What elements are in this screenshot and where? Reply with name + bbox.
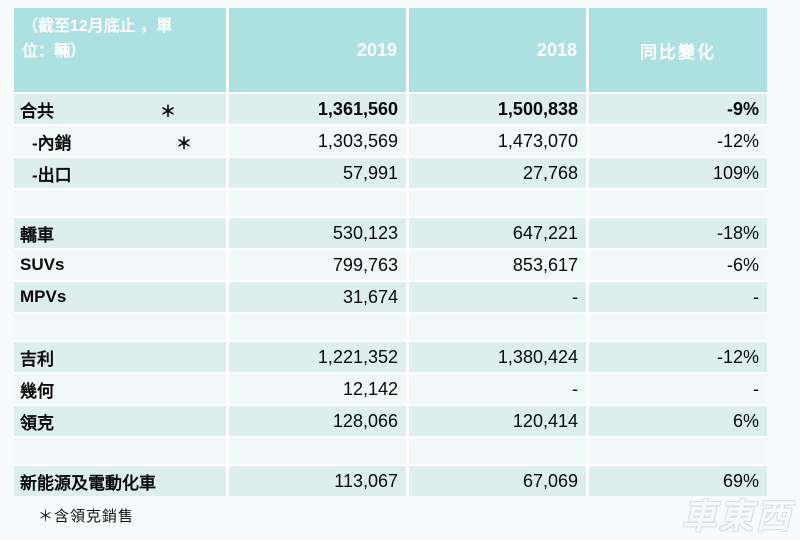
spacer-cell xyxy=(229,190,406,216)
asterisk-marker: ＊ xyxy=(176,136,193,153)
value-change: -18% xyxy=(589,218,767,248)
table-header-2018: 2018 xyxy=(409,8,586,92)
value-2018: - xyxy=(409,282,586,312)
spacer-cell xyxy=(589,314,767,340)
row-label: 轎車 xyxy=(14,218,226,248)
value-2019: 1,361,560 xyxy=(229,94,406,124)
spacer-cell xyxy=(14,314,226,340)
table-header-change: 同比變化 xyxy=(589,8,767,92)
value-2018: 1,473,070 xyxy=(409,126,586,156)
value-2019: 799,763 xyxy=(229,250,406,280)
value-2018: 647,221 xyxy=(409,218,586,248)
spacer-cell xyxy=(229,314,406,340)
spacer-cell xyxy=(14,190,226,216)
value-change: - xyxy=(589,374,767,404)
value-change: -9% xyxy=(589,94,767,124)
asterisk-marker: ＊ xyxy=(160,104,177,121)
row-label-text: 幾何 xyxy=(20,381,54,401)
table-header-2019: 2019 xyxy=(229,8,406,92)
footnote: ＊含領克銷售 xyxy=(38,508,135,525)
value-2018: 67,069 xyxy=(409,466,586,496)
value-2018: 853,617 xyxy=(409,250,586,280)
row-label: SUVs xyxy=(14,250,226,280)
value-change: 109% xyxy=(589,158,767,188)
row-label-text: 轎車 xyxy=(20,225,54,245)
value-change: - xyxy=(589,282,767,312)
spacer-cell xyxy=(409,438,586,464)
row-label: 新能源及電動化車 xyxy=(14,466,226,496)
value-2019: 31,674 xyxy=(229,282,406,312)
row-label: 吉利 xyxy=(14,342,226,372)
value-2018: 1,380,424 xyxy=(409,342,586,372)
row-label-text: 新能源及電動化車 xyxy=(20,473,156,493)
row-label-text: SUVs xyxy=(20,255,65,274)
value-2018: 1,500,838 xyxy=(409,94,586,124)
spacer-cell xyxy=(409,314,586,340)
value-2019: 113,067 xyxy=(229,466,406,496)
value-2019: 1,221,352 xyxy=(229,342,406,372)
row-label: -內銷 ＊ xyxy=(14,126,226,156)
spacer-cell xyxy=(409,190,586,216)
value-change: -12% xyxy=(589,342,767,372)
value-2019: 12,142 xyxy=(229,374,406,404)
spacer-cell xyxy=(229,438,406,464)
row-label: 領克 xyxy=(14,406,226,436)
value-2019: 530,123 xyxy=(229,218,406,248)
row-label: -出口 xyxy=(14,158,226,188)
value-change: 69% xyxy=(589,466,767,496)
row-label: 合共 ＊ xyxy=(14,94,226,124)
spacer-cell xyxy=(14,438,226,464)
watermark-logo: 車東西 xyxy=(682,498,793,536)
value-2018: 120,414 xyxy=(409,406,586,436)
row-label-text: MPVs xyxy=(20,287,67,306)
spacer-cell xyxy=(589,438,767,464)
table-header-title: （截至12月底止 ，單 位：輛） xyxy=(14,8,226,92)
value-change: -12% xyxy=(589,126,767,156)
row-label: MPVs xyxy=(14,282,226,312)
row-label-text: 吉利 xyxy=(20,349,54,369)
value-change: 6% xyxy=(589,406,767,436)
value-2019: 1,303,569 xyxy=(229,126,406,156)
row-label-text: 領克 xyxy=(20,413,54,433)
spacer-cell xyxy=(589,190,767,216)
row-label-text: 合共 xyxy=(20,101,54,121)
value-change: -6% xyxy=(589,250,767,280)
row-label-text: -內銷 xyxy=(32,133,72,153)
value-2019: 57,991 xyxy=(229,158,406,188)
value-2018: - xyxy=(409,374,586,404)
sales-table: （截至12月底止 ，單 位：輛） 2019 2018 同比變化 合共 ＊ 1,361… xyxy=(14,8,767,496)
value-2019: 128,066 xyxy=(229,406,406,436)
value-2018: 27,768 xyxy=(409,158,586,188)
row-label: 幾何 xyxy=(14,374,226,404)
row-label-text: -出口 xyxy=(32,165,72,185)
